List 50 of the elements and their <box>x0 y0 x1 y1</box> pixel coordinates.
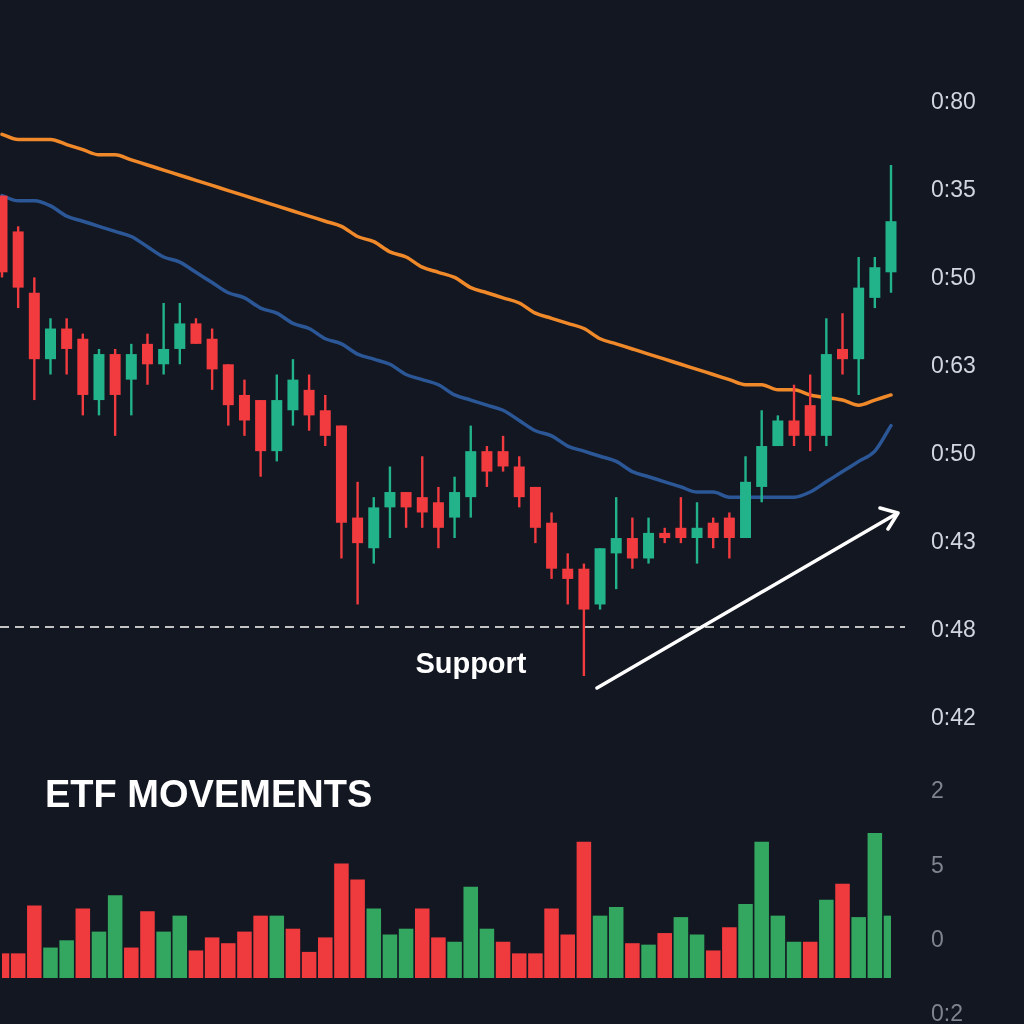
bar <box>608 906 624 978</box>
bar <box>495 941 511 978</box>
text: 0:2 <box>931 1000 963 1024</box>
bar <box>172 915 188 978</box>
text: 2 <box>931 777 944 804</box>
chart-title: ETF MOVEMENTS <box>45 773 373 815</box>
bar <box>156 931 171 978</box>
bar <box>705 950 721 978</box>
bar <box>301 951 317 978</box>
bar <box>75 908 91 978</box>
bar <box>835 883 850 978</box>
bar <box>722 927 737 978</box>
text: 0:42 <box>931 703 976 730</box>
text: 0:80 <box>931 88 976 115</box>
text: 0:50 <box>931 439 976 466</box>
bar <box>269 915 285 978</box>
bar <box>188 950 204 978</box>
bar <box>867 833 883 978</box>
candlestick <box>352 481 364 605</box>
bar <box>673 917 689 978</box>
candlestick <box>837 313 849 375</box>
text: 0:35 <box>931 176 976 203</box>
bar <box>770 915 786 978</box>
bar <box>689 934 705 978</box>
bar <box>107 895 123 978</box>
text: 5 <box>931 851 944 878</box>
text: 0:50 <box>931 264 976 291</box>
bar <box>625 943 640 978</box>
bar <box>479 928 495 978</box>
bar <box>819 899 834 978</box>
bar <box>27 905 42 978</box>
bar <box>398 928 414 978</box>
text: 0 <box>931 925 944 952</box>
text: 0:43 <box>931 527 976 554</box>
bar <box>641 944 656 978</box>
bar <box>576 841 592 978</box>
bar <box>657 933 672 978</box>
bar <box>786 941 802 978</box>
bar <box>204 937 220 978</box>
bar <box>802 941 818 978</box>
bar <box>592 915 608 978</box>
bar <box>366 908 382 978</box>
text: 0:48 <box>931 615 976 642</box>
text: 0:63 <box>931 352 976 379</box>
bar <box>851 917 866 978</box>
bar <box>382 934 398 978</box>
candlestick <box>158 302 170 375</box>
bar <box>91 931 107 978</box>
bar <box>285 928 301 978</box>
ref-line-label: Support <box>415 646 527 679</box>
